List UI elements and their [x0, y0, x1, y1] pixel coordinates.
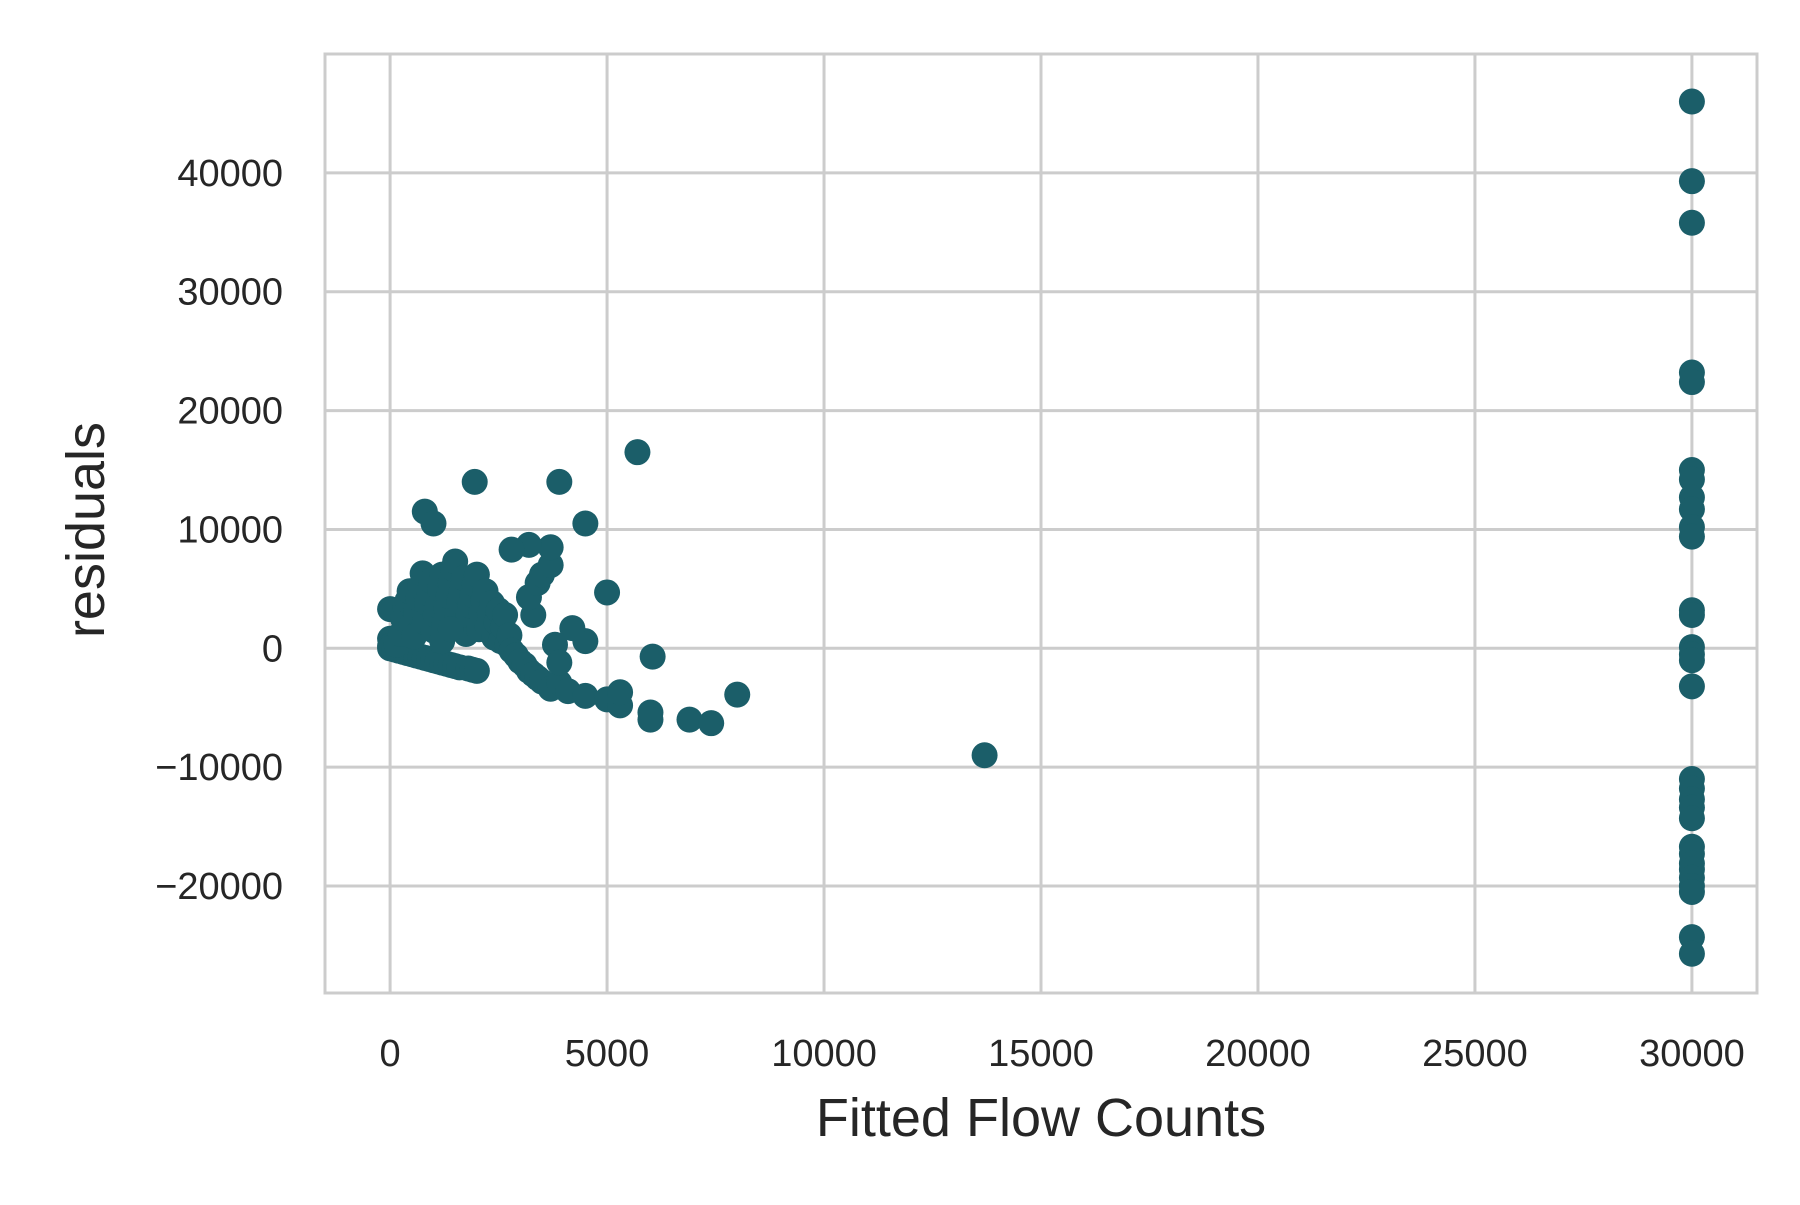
data-point — [537, 534, 564, 561]
data-point — [1678, 209, 1705, 236]
data-point — [461, 468, 488, 495]
x-tick-label: 30000 — [1639, 1033, 1745, 1075]
data-point — [698, 710, 725, 737]
x-tick-label: 10000 — [771, 1033, 877, 1075]
data-points — [377, 88, 1705, 967]
data-point — [1678, 168, 1705, 195]
data-point — [546, 649, 573, 676]
y-tick-label: 30000 — [177, 272, 283, 314]
plot-area-frame — [323, 52, 1759, 995]
data-point — [1678, 88, 1705, 115]
data-point — [1678, 878, 1705, 905]
data-point — [492, 602, 519, 629]
data-point — [546, 468, 573, 495]
x-tick-label: 20000 — [1205, 1033, 1311, 1075]
y-axis-label: residuals — [56, 422, 116, 638]
data-point — [724, 681, 751, 708]
y-tick-labels: −20000 −10000 0 10000 20000 30000 40000 — [155, 153, 283, 908]
data-point — [463, 657, 490, 684]
x-tick-label: 25000 — [1422, 1033, 1528, 1075]
data-point — [1678, 673, 1705, 700]
data-point — [1678, 805, 1705, 832]
data-point — [1678, 496, 1705, 523]
data-point — [437, 616, 464, 643]
y-tick-label: −20000 — [155, 866, 283, 908]
y-tick-label: 10000 — [177, 509, 283, 551]
x-tick-label: 5000 — [565, 1033, 650, 1075]
x-tick-label: 0 — [380, 1033, 401, 1075]
data-point — [1678, 369, 1705, 396]
x-tick-label: 15000 — [988, 1033, 1094, 1075]
data-point — [971, 742, 998, 769]
data-point — [420, 510, 447, 537]
y-tick-label: −10000 — [155, 747, 283, 789]
y-tick-label: 40000 — [177, 153, 283, 195]
data-point — [1678, 940, 1705, 967]
data-point — [572, 510, 599, 537]
data-point — [1678, 647, 1705, 674]
data-point — [637, 706, 664, 733]
data-point — [594, 579, 621, 606]
data-point — [1678, 602, 1705, 629]
data-point — [572, 682, 599, 709]
grid-lines — [325, 54, 1757, 993]
data-point — [1678, 466, 1705, 493]
data-point — [607, 679, 634, 706]
y-tick-label: 20000 — [177, 391, 283, 433]
data-point — [676, 706, 703, 733]
y-tick-label: 0 — [262, 628, 283, 670]
data-point — [624, 439, 651, 466]
data-point — [1678, 523, 1705, 550]
data-point — [639, 643, 666, 670]
data-point — [498, 536, 525, 563]
x-tick-labels: 0 5000 10000 15000 20000 25000 30000 — [380, 1033, 1745, 1075]
data-point — [559, 615, 586, 642]
data-point — [537, 552, 564, 579]
x-axis-label: Fitted Flow Counts — [816, 1088, 1266, 1148]
